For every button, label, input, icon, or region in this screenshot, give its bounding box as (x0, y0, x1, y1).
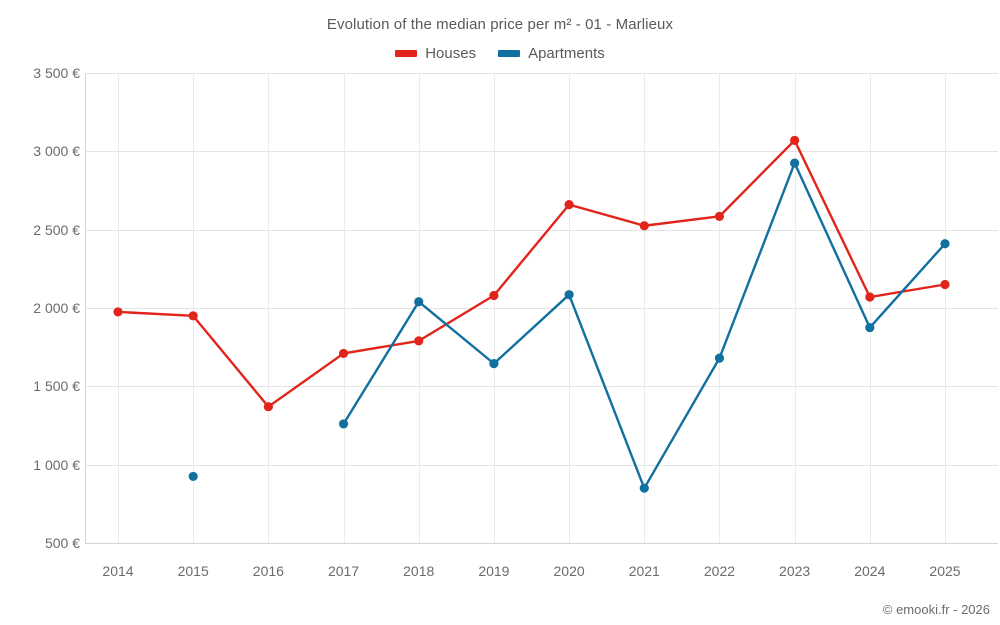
data-point-apartments-2022[interactable] (714, 353, 725, 363)
x-axis-tick-label: 2016 (252, 563, 284, 579)
legend-label-houses: Houses (425, 45, 477, 62)
data-point-houses-2017[interactable] (338, 348, 349, 359)
y-axis-tick-label: 1 500 € (33, 378, 80, 395)
legend-swatch-apartments (498, 50, 521, 57)
gridline-vertical (945, 73, 946, 543)
gridline-horizontal (85, 73, 998, 74)
data-point-houses-2015[interactable] (188, 311, 198, 321)
x-axis-tick-label: 2022 (703, 563, 736, 579)
gridline-vertical (193, 73, 195, 543)
data-point-houses-2020[interactable] (564, 200, 574, 210)
y-axis-tick-label: 3 500 € (33, 65, 80, 81)
legend-item-houses[interactable]: Houses (395, 45, 476, 62)
gridline-vertical (343, 73, 345, 543)
gridline-vertical (268, 73, 270, 543)
y-axis-tick-label: 2 000 € (33, 300, 80, 316)
data-point-apartments-2017[interactable] (338, 419, 349, 429)
y-axis-tick-label: 500 € (44, 535, 80, 551)
credit-text: © emooki.fr - 2026 (882, 602, 990, 617)
x-axis-tick-label: 2023 (779, 563, 811, 579)
data-point-houses-2014[interactable] (113, 307, 123, 317)
gridline-vertical (869, 73, 871, 543)
data-point-apartments-2015[interactable] (188, 471, 198, 482)
data-point-apartments-2019[interactable] (489, 359, 499, 369)
y-axis-tick-label: 1 000 € (33, 456, 80, 473)
x-axis-tick-label: 2021 (628, 563, 660, 579)
y-axis-tick-labels: 500 € 1 000 € 1 500 € 2 000 € 2 500 € 3 000 €… (0, 65, 80, 551)
chart-title: Evolution of the median price per m² - 0… (326, 16, 674, 33)
gridline-vertical (719, 73, 721, 543)
gridline-horizontal (85, 308, 998, 309)
data-point-apartments-2021[interactable] (639, 483, 649, 493)
x-axis-tick-label: 2025 (929, 563, 961, 579)
gridline-vertical (418, 73, 420, 543)
x-axis-tick-label: 2020 (553, 563, 585, 579)
series-line-apartments (342, 161, 947, 490)
gridline-vertical (569, 73, 571, 543)
data-point-houses-2016[interactable] (263, 402, 273, 412)
x-axis-tick-label: 2018 (403, 563, 435, 579)
gridline-horizontal (85, 151, 998, 153)
y-axis-tick-label: 3 000 € (33, 143, 80, 160)
gridline-vertical (644, 73, 646, 543)
data-point-houses-2021[interactable] (639, 221, 649, 231)
data-point-houses-2019[interactable] (489, 290, 499, 301)
chart-legend: Houses Apartments (0, 45, 1000, 62)
y-axis-tick-label: 2 500 € (33, 221, 80, 238)
x-axis-line (85, 543, 998, 544)
data-point-houses-2018[interactable] (414, 336, 424, 346)
x-axis-tick-label: 2024 (854, 563, 886, 579)
data-point-houses-2022[interactable] (714, 211, 725, 221)
data-point-houses-2024[interactable] (865, 292, 875, 302)
legend-label-apartments: Apartments (528, 45, 605, 62)
gridline-vertical (794, 73, 796, 543)
plot-area (85, 73, 998, 543)
data-point-apartments-2024[interactable] (865, 322, 875, 333)
data-point-houses-2023[interactable] (790, 135, 800, 145)
data-point-apartments-2020[interactable] (564, 290, 574, 300)
gridline-horizontal (85, 464, 998, 466)
x-axis-tick-label: 2015 (177, 563, 209, 579)
data-point-apartments-2023[interactable] (790, 158, 800, 168)
x-axis-tick-labels: 2014 2015 2016 2017 2018 2019 2020 2021 2022 2023… (85, 563, 998, 585)
legend-swatch-houses (395, 50, 418, 57)
data-point-apartments-2025[interactable] (940, 239, 950, 249)
data-point-houses-2025[interactable] (940, 279, 950, 290)
series-line-houses (116, 139, 947, 408)
x-axis-tick-label: 2014 (102, 563, 134, 579)
data-point-apartments-2018[interactable] (414, 297, 424, 307)
gridline-horizontal (85, 229, 998, 231)
gridline-horizontal (85, 386, 998, 388)
x-axis-tick-label: 2019 (478, 563, 510, 579)
gridline-vertical (493, 73, 495, 543)
legend-item-apartments[interactable]: Apartments (498, 45, 605, 62)
x-axis-tick-label: 2017 (327, 563, 360, 579)
series-lines (113, 135, 950, 493)
